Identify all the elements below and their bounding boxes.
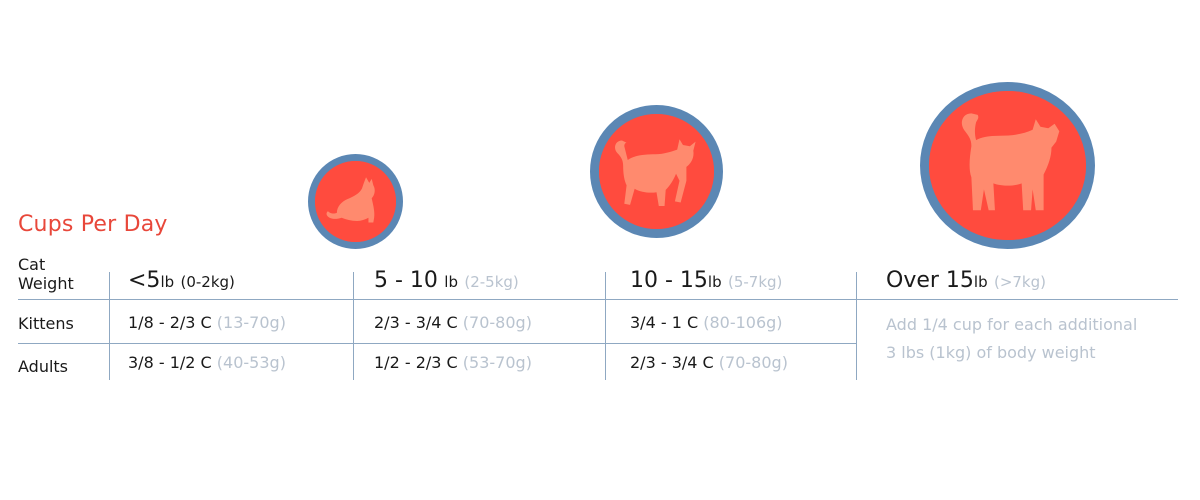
- small-cat-circle: [308, 154, 403, 249]
- grams-value: (53-70g): [462, 353, 532, 372]
- cups-value: 2/3 - 3/4 C: [374, 313, 458, 332]
- weight-label-line2: Weight: [18, 274, 74, 293]
- weight-value: <5: [128, 268, 161, 293]
- weight-header-over-15: Over 15lb (>7kg): [886, 268, 1046, 293]
- adults-row-label: Adults: [18, 357, 69, 376]
- cups-value: 3/8 - 1/2 C: [128, 353, 212, 372]
- grams-value: (13-70g): [216, 313, 286, 332]
- large-cat-circle: [920, 82, 1095, 249]
- weight-label-line1: Cat: [18, 255, 46, 274]
- weight-unit: lb: [973, 273, 988, 291]
- adults-cell-10-15: 2/3 - 3/4 C (70-80g): [630, 353, 788, 372]
- grams-value: (80-106g): [703, 313, 783, 332]
- kittens-cell-under-5: 1/8 - 2/3 C (13-70g): [128, 313, 286, 332]
- column-divider-4: [856, 272, 857, 380]
- weight-header-under-5: <5lb (0-2kg): [128, 268, 235, 293]
- weight-header-10-15: 10 - 15lb (5-7kg): [630, 268, 782, 293]
- cups-value: 3/4 - 1 C: [630, 313, 699, 332]
- note-line-1: Add 1/4 cup for each additional: [886, 315, 1138, 334]
- weight-row-label: Cat Weight: [18, 255, 74, 293]
- cups-value: 2/3 - 3/4 C: [630, 353, 714, 372]
- weight-metric: (>7kg): [993, 273, 1046, 291]
- standing-cat-icon: [929, 91, 1086, 240]
- weight-header-5-10: 5 - 10 lb (2-5kg): [374, 268, 519, 293]
- column-divider-1: [109, 272, 110, 380]
- row-divider: [18, 343, 856, 344]
- weight-unit: lb: [707, 273, 722, 291]
- walking-cat-icon: [599, 114, 714, 229]
- medium-cat-circle: [590, 105, 723, 238]
- grams-value: (70-80g): [718, 353, 788, 372]
- weight-value: 5 - 10: [374, 268, 438, 293]
- weight-unit: lb: [444, 273, 458, 291]
- kittens-cell-5-10: 2/3 - 3/4 C (70-80g): [374, 313, 532, 332]
- kittens-cell-10-15: 3/4 - 1 C (80-106g): [630, 313, 783, 332]
- weight-metric: (0-2kg): [180, 273, 235, 291]
- adults-cell-under-5: 3/8 - 1/2 C (40-53g): [128, 353, 286, 372]
- page-title: Cups Per Day: [18, 212, 168, 237]
- adults-cell-5-10: 1/2 - 2/3 C (53-70g): [374, 353, 532, 372]
- weight-metric: (5-7kg): [727, 273, 783, 291]
- weight-metric: (2-5kg): [464, 273, 519, 291]
- grams-value: (70-80g): [462, 313, 532, 332]
- grams-value: (40-53g): [216, 353, 286, 372]
- weight-value: Over 15: [886, 268, 974, 293]
- column-divider-2: [353, 272, 354, 380]
- weight-unit: lb: [160, 273, 175, 291]
- column-divider-3: [605, 272, 606, 380]
- header-divider: [18, 299, 1178, 300]
- weight-value: 10 - 15: [630, 268, 708, 293]
- over-15-note: Add 1/4 cup for each additional 3 lbs (1…: [886, 311, 1186, 367]
- cups-value: 1/8 - 2/3 C: [128, 313, 212, 332]
- note-line-2: 3 lbs (1kg) of body weight: [886, 343, 1096, 362]
- kittens-row-label: Kittens: [18, 314, 74, 333]
- sitting-cat-icon: [315, 161, 396, 242]
- cups-value: 1/2 - 2/3 C: [374, 353, 458, 372]
